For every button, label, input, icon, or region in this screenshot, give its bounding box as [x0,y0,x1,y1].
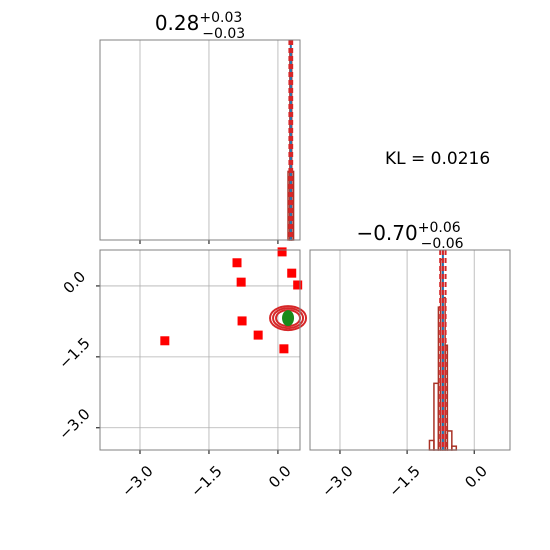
title-upper: +0.06 [418,220,461,236]
panel-title: −0.70+0.06 −0.06 [356,220,463,252]
kl-annotation: KL = 0.0216 [385,149,490,169]
y-tick-label: 0.0 [60,268,90,298]
hist-bar [451,445,458,451]
point [279,344,289,354]
x-tick-label: −1.5 [385,462,423,500]
point [277,247,287,257]
panel-frame [99,39,301,241]
contour-core [282,310,295,327]
point [293,280,303,290]
x-tick-label: −3.0 [118,462,156,500]
panel-frame [99,249,301,451]
x-tick-label: −1.5 [187,462,225,500]
x-tick-label: 0.0 [461,462,491,492]
point [236,277,246,287]
x-tick-label: −3.0 [318,462,356,500]
point [237,316,247,326]
point [160,336,170,346]
title-lower: −0.03 [202,26,245,42]
panel-title: 0.28+0.03 −0.03 [155,10,245,42]
title-value: −0.70 [356,221,417,245]
hist-bar [290,170,295,241]
x-tick-label: 0.0 [265,462,295,492]
title-value: 0.28 [155,11,200,35]
point [232,258,242,268]
contour [272,307,305,330]
panel-frame [309,249,511,451]
title-lower: −0.06 [421,236,464,252]
point [287,268,297,278]
contour [269,305,308,332]
y-tick-label: −3.0 [55,405,93,443]
point [253,330,263,340]
title-upper: +0.03 [199,10,242,26]
y-tick-label: −1.5 [55,334,93,372]
